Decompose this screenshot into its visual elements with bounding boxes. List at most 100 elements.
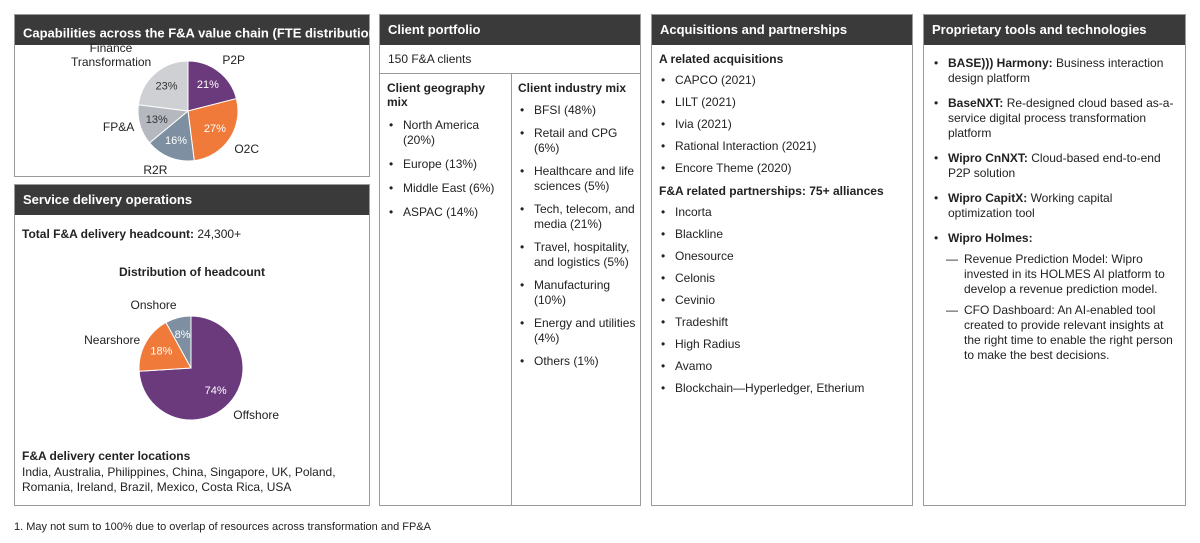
pie-slice	[148, 110, 195, 162]
list-item: Others (1%)	[518, 354, 638, 369]
pie-slice	[138, 321, 192, 372]
category-label: R2R	[143, 163, 168, 178]
panel-header: Acquisitions and partnerships	[652, 15, 912, 45]
pie-slice	[187, 97, 239, 162]
subtitle: Client industry mix	[518, 81, 627, 95]
clients: 150 F&A clients	[380, 45, 640, 74]
value-label: 18%	[150, 346, 172, 358]
panel-header: Client portfolio	[380, 15, 640, 45]
service-delivery-panel: Service delivery operations Total F&A de…	[14, 184, 370, 506]
tool-name: Wipro Holmes:	[948, 231, 1033, 245]
divider	[511, 74, 512, 505]
pie-svg: 21% 27% 16% 13% 23%	[137, 60, 239, 162]
list-item: High Radius	[659, 337, 905, 352]
list-item: Manufacturing (10%)	[518, 278, 638, 308]
list-item: Cevinio	[659, 293, 905, 308]
subtitle: Client geography mix	[387, 81, 486, 109]
list-item: Encore Theme (2020)	[659, 161, 905, 176]
locations-title: F&A delivery center locations	[22, 449, 191, 463]
list-item: Onesource	[659, 249, 905, 264]
tool-name: Wipro CapitX:	[948, 191, 1028, 205]
category-label: P2P	[222, 52, 245, 67]
panel-header: Service delivery operations	[15, 185, 369, 215]
category-label: Nearshore	[84, 333, 141, 348]
list-item: Blockchain—Hyperledger, Etherium	[659, 381, 905, 396]
label: Total F&A delivery headcount:	[22, 227, 195, 241]
subtitle: F&A related partnerships: 75+ alliances	[659, 184, 884, 198]
list-item: Rational Interaction (2021)	[659, 139, 905, 154]
tool-name: BASE))) Harmony:	[948, 56, 1053, 70]
industry: Client industry mix BFSI (48%) Retail and…	[518, 81, 638, 369]
list: BASE))) Harmony: Business interaction de…	[924, 45, 1185, 363]
sub-item: CFO Dashboard: An AI-enabled tool create…	[946, 303, 1177, 363]
value-label: 23%	[155, 81, 177, 93]
value-label: 16%	[165, 135, 187, 147]
headcount: Total F&A delivery headcount: 24,300+	[22, 227, 241, 241]
category-label: Onshore	[130, 297, 177, 312]
list: Incorta Blackline Onesource Celonis Cevinio T…	[659, 205, 905, 396]
list-item: Incorta	[659, 205, 905, 220]
pie-slice	[165, 315, 192, 369]
tool-item: BASE))) Harmony: Business interaction de…	[932, 56, 1177, 86]
list-item: Ivia (2021)	[659, 117, 905, 132]
locations: India, Australia, Philippines, China, Si…	[22, 465, 336, 494]
title: Capabilities across the F&A value chain …	[23, 25, 381, 41]
category-label: FP&A	[102, 119, 135, 134]
list: BFSI (48%) Retail and CPG (6%) Healthcare …	[518, 103, 638, 369]
list-item: Retail and CPG (6%)	[518, 126, 638, 156]
pie-chart: 21% 27% 16% 13% 23% P2P O2C R2R FP&A Finance Tran…	[15, 15, 369, 178]
category-label: Finance Transformation	[70, 40, 152, 69]
acquisitions-panel: Acquisitions and partnerships A related …	[651, 14, 913, 506]
category-label: O2C	[234, 142, 259, 157]
tool-item: Wipro CapitX: Working capital optimizati…	[932, 191, 1177, 221]
client-portfolio-panel: Client portfolio 150 F&A clients Client …	[379, 14, 641, 506]
pie-slice	[187, 60, 238, 112]
value-label: 21%	[197, 79, 219, 91]
value-label: 27%	[204, 123, 226, 135]
value: 24,300+	[197, 227, 242, 241]
sub-item: Revenue Prediction Model: Wipro invested…	[946, 252, 1177, 297]
list-item: BFSI (48%)	[518, 103, 638, 118]
tool-name: BaseNXT:	[948, 96, 1004, 110]
list-item: ASPAC (14%)	[387, 205, 505, 220]
tools-panel: Proprietary tools and technologies BASE)…	[923, 14, 1186, 506]
panel-header: Proprietary tools and technologies	[924, 15, 1185, 45]
tool-desc: Cloud-based end-to-end P2P solution	[948, 151, 1161, 180]
geography: Client geography mix North America (20%)…	[387, 81, 505, 220]
panel-header: Capabilities across the F&A value chain …	[15, 15, 385, 45]
value-label: 74%	[205, 385, 227, 397]
sub-list: Revenue Prediction Model: Wipro invested…	[946, 252, 1177, 363]
footnote: 1. May not sum to 100% due to overlap of…	[14, 521, 431, 533]
pie-slice	[137, 60, 189, 112]
pie-svg: 74% 18%8%	[138, 315, 244, 421]
list-item: Healthcare and life sciences (5%)	[518, 164, 638, 194]
category-label: Offshore	[233, 407, 280, 422]
list-item: LILT (2021)	[659, 95, 905, 110]
subtitle: A related acquisitions	[659, 52, 784, 66]
chart-title: Distribution of headcount	[119, 265, 265, 279]
capabilities-panel: Capabilities across the F&A value chain …	[14, 14, 385, 178]
value-label: 13%	[146, 114, 168, 126]
tool-name: Wipro CnNXT:	[948, 151, 1028, 165]
list-item: Middle East (6%)	[387, 181, 505, 196]
tool-item: Wipro Holmes: Revenue Prediction Model: W…	[932, 231, 1177, 363]
tool-desc: Re-designed cloud based as-a-service dig…	[948, 96, 1174, 140]
tool-item: BaseNXT: Re-designed cloud based as-a-se…	[932, 96, 1177, 141]
list-item: Energy and utilities (4%)	[518, 316, 638, 346]
list-item: Tradeshift	[659, 315, 905, 330]
tool-desc: Business interaction design platform	[948, 56, 1164, 85]
list-item: Celonis	[659, 271, 905, 286]
list-item: Tech, telecom, and media (21%)	[518, 202, 638, 232]
pie-chart: 74% 18% 8% Offshore Nearshore Onshore	[15, 185, 369, 445]
tool-item: Wipro CnNXT: Cloud-based end-to-end P2P …	[932, 151, 1177, 181]
list: CAPCO (2021) LILT (2021) Ivia (2021) Ration…	[659, 73, 905, 176]
list-item: Europe (13%)	[387, 157, 505, 172]
list-item: Blackline	[659, 227, 905, 242]
list-item: Avamo	[659, 359, 905, 374]
value-label: 8%	[175, 329, 191, 341]
tool-desc: Working capital optimization tool	[948, 191, 1113, 220]
list-item: CAPCO (2021)	[659, 73, 905, 88]
list: North America (20%) Europe (13%) Middle Ea…	[387, 118, 505, 220]
list-item: Travel, hospitality, and logistics (5%)	[518, 240, 638, 270]
